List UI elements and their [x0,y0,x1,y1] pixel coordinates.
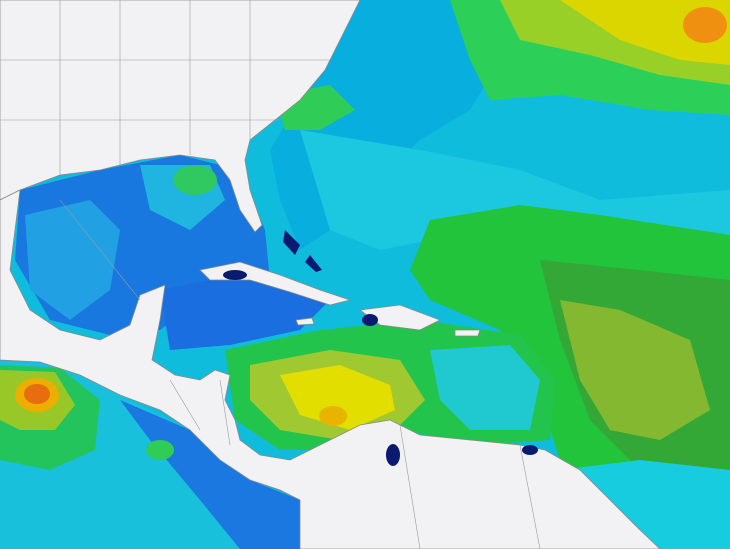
shallow-water [522,445,538,455]
ocean-zone [430,345,540,430]
ocean-zone [560,460,730,549]
shallow-water [223,270,247,280]
shallow-water [386,444,400,466]
island [454,329,481,337]
ocean-zone [24,384,50,404]
ocean-zone [146,440,174,460]
shallow-water [283,230,322,272]
ocean-zone [280,365,395,430]
ocean-zone [560,300,710,440]
land [0,0,361,233]
island [295,317,315,326]
ocean-zone [683,7,727,43]
land [0,189,661,549]
border-lines [0,0,541,549]
ocean-zone [25,200,120,320]
ocean-zone [120,400,305,549]
shallow-water [362,314,378,326]
ocean-zone [319,406,347,426]
ocean-zone [173,165,217,195]
